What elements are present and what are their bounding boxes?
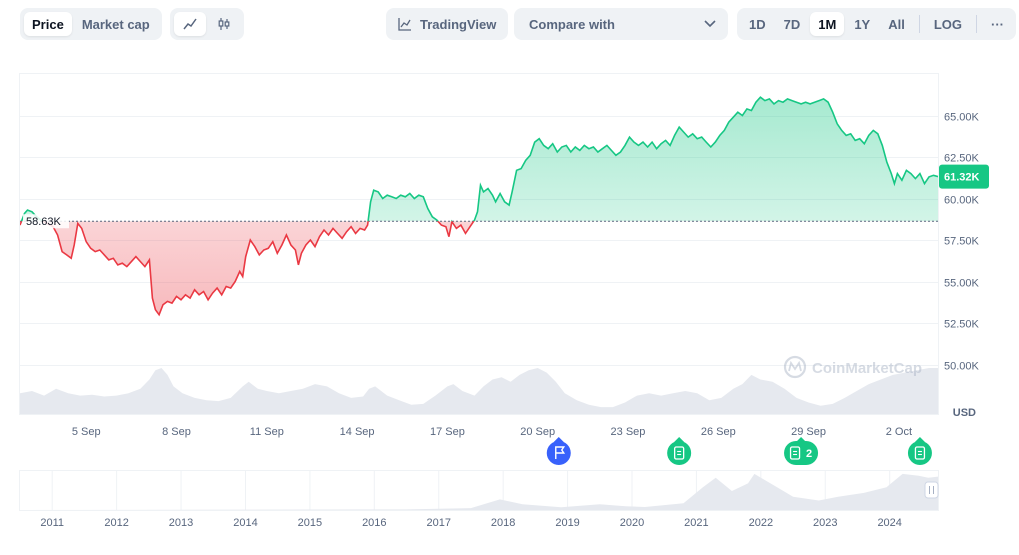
candlestick-icon	[218, 18, 230, 30]
candlestick-button[interactable]	[208, 12, 240, 36]
y-tick-label: 55.00K	[944, 278, 980, 290]
x-tick-label: 11 Sep	[250, 426, 284, 438]
navigator-handle-box[interactable]	[924, 481, 939, 499]
flag-icon	[555, 446, 566, 459]
time-range-group: 1D 7D 1M 1Y All LOG ···	[737, 8, 1017, 40]
x-tick-label: 26 Sep	[701, 426, 736, 438]
navigator-year-label: 2015	[298, 517, 322, 529]
y-tick-label: 65.00K	[944, 112, 980, 124]
y-tick-label: 52.50K	[944, 319, 980, 331]
volume-shape	[20, 368, 938, 414]
tradingview-button[interactable]: TradingView	[386, 8, 509, 40]
event-marker-pointer	[674, 437, 685, 442]
x-tick-label: 2 Oct	[886, 426, 912, 438]
tradingview-chart-icon	[398, 18, 411, 31]
tab-market-cap[interactable]: Market cap	[81, 16, 150, 32]
event-marker[interactable]	[667, 437, 692, 465]
event-marker-badge	[907, 441, 932, 465]
event-marker-pointer	[553, 437, 564, 442]
price-line-down	[20, 221, 475, 317]
navigator-year-label: 2024	[877, 517, 901, 529]
coinmarketcap-logo-icon	[783, 355, 807, 379]
x-axis: 5 Sep 8 Sep 11 Sep 14 Sep 17 Sep 20 Sep 23 Sep…	[72, 426, 912, 438]
event-marker-pointer	[914, 437, 925, 442]
more-options-button[interactable]: ···	[991, 16, 1005, 32]
event-marker-pointer	[796, 437, 807, 442]
navigator-year-label: 2016	[362, 517, 386, 529]
navigator-area	[20, 473, 938, 510]
baseline-value-label: 58.63K	[26, 216, 62, 228]
compare-with-label: Compare with	[529, 16, 615, 32]
tradingview-label: TradingView	[420, 16, 497, 32]
baseline-tag: 58.63K	[23, 214, 69, 229]
event-marker[interactable]	[546, 437, 571, 465]
range-1y-button[interactable]: 1Y	[854, 16, 871, 32]
event-marker[interactable]	[907, 437, 932, 465]
range-1d-button[interactable]: 1D	[749, 16, 766, 32]
current-price-label: 61.32K	[944, 172, 980, 184]
y-axis: 50.00K 52.50K 55.00K 57.50K 60.00K 62.50K 65.0…	[944, 112, 980, 373]
x-tick-label: 17 Sep	[430, 426, 465, 438]
navigator-year-label: 2012	[104, 517, 128, 529]
range-1m-button[interactable]: 1M	[810, 12, 845, 36]
navigator-year-label: 2018	[491, 517, 515, 529]
watermark-text: CoinMarketCap	[812, 360, 922, 377]
navigator-handle-right[interactable]	[924, 481, 939, 499]
document-icon	[789, 446, 801, 460]
x-tick-label: 20 Sep	[520, 426, 555, 438]
view-tab-group: Price Market cap	[20, 8, 162, 40]
navigator-year-label: 2023	[813, 517, 837, 529]
chart-toolbar: Price Market cap TradingView Compare wit…	[20, 8, 1017, 40]
event-markers: 2	[546, 437, 932, 465]
volume-area	[20, 368, 938, 414]
coinmarketcap-watermark: CoinMarketCap	[783, 355, 922, 379]
event-count-label: 2	[806, 448, 812, 460]
x-tick-label: 8 Sep	[162, 426, 191, 438]
navigator-year-label: 2013	[169, 517, 193, 529]
chart-mode-group	[170, 8, 244, 40]
chevron-down-icon	[704, 20, 716, 28]
navigator-year-label: 2014	[233, 517, 257, 529]
tab-price[interactable]: Price	[24, 12, 72, 36]
navigator-year-labels: 2011 2012 2013 2014 2015 2016 2017 2018 2019 2020…	[40, 517, 902, 529]
range-divider	[918, 15, 920, 33]
navigator-year-label: 2022	[749, 517, 773, 529]
navigator-year-label: 2019	[555, 517, 579, 529]
x-tick-label: 5 Sep	[72, 426, 101, 438]
y-tick-label: 60.00K	[944, 195, 980, 207]
x-tick-label: 23 Sep	[611, 426, 646, 438]
range-navigator[interactable]: 2011 2012 2013 2014 2015 2016 2017 2018 2019 2020…	[19, 470, 939, 530]
event-marker[interactable]: 2	[784, 437, 819, 465]
current-price-tag: 61.32K	[939, 164, 989, 189]
document-icon	[674, 446, 685, 460]
more-divider	[976, 15, 978, 33]
coinmarketcap-logo-mark	[788, 360, 802, 372]
price-area-up	[20, 97, 938, 222]
event-marker-badge	[784, 441, 819, 465]
navigator-year-label: 2011	[40, 517, 64, 529]
line-chart-button[interactable]	[174, 12, 206, 36]
navigator-year-label: 2020	[620, 517, 644, 529]
y-tick-label: 50.00K	[944, 361, 980, 373]
document-icon	[914, 446, 926, 460]
y-tick-label: 57.50K	[944, 236, 980, 248]
price-area-down	[20, 221, 474, 315]
navigator-year-label: 2017	[426, 517, 450, 529]
line-chart-icon	[183, 18, 197, 30]
log-scale-button[interactable]: LOG	[933, 16, 963, 32]
baseline-tag-bg	[23, 214, 69, 229]
compare-with-select[interactable]: Compare with	[514, 8, 728, 40]
x-tick-label: 29 Sep	[791, 426, 826, 438]
y-tick-label: 62.50K	[944, 153, 980, 165]
currency-unit-label: USD	[953, 407, 976, 419]
navigator-year-label: 2021	[684, 517, 708, 529]
current-price-tag-bg	[939, 164, 989, 189]
plot-frame	[19, 73, 939, 415]
range-all-button[interactable]: All	[888, 16, 905, 32]
range-7d-button[interactable]: 7D	[783, 16, 801, 32]
x-tick-label: 14 Sep	[340, 426, 375, 438]
event-marker-badge	[667, 441, 692, 465]
price-line-up	[20, 96, 938, 222]
